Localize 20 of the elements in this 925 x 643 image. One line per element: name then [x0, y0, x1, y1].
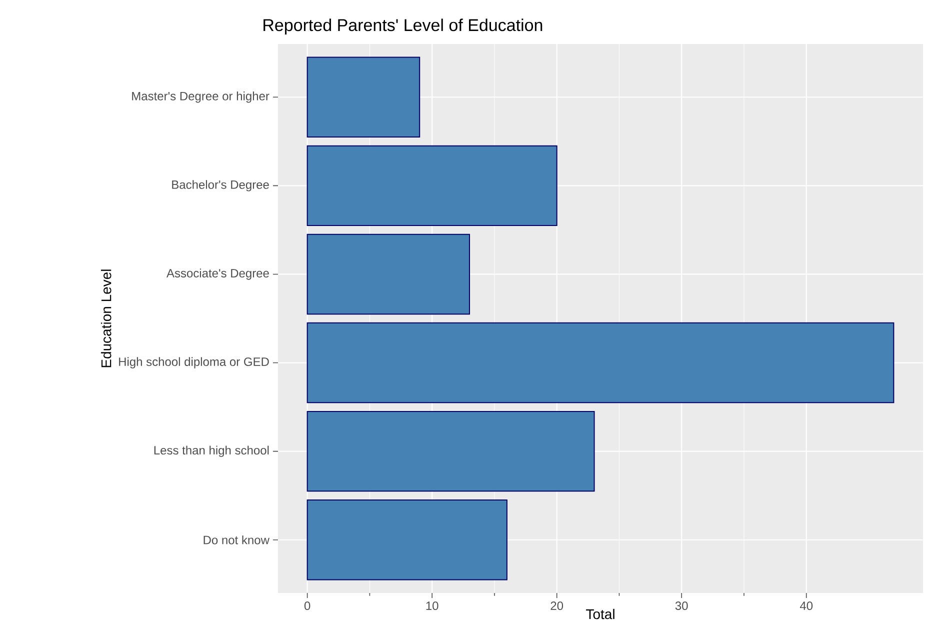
bar — [306, 145, 558, 226]
x-tick-label: 10 — [426, 602, 438, 610]
x-axis-title: Total — [586, 608, 614, 620]
bar — [306, 500, 508, 580]
x-tick-label: 0 — [304, 602, 310, 610]
x-tick-label: 40 — [800, 602, 813, 610]
y-tick-label: High school diploma or GED — [119, 357, 269, 368]
y-tick-label: Do not know — [204, 535, 270, 544]
y-tick-label: Bachelor's Degree — [172, 180, 269, 192]
y-axis-title: Education Level — [100, 270, 112, 368]
x-tick-label: 20 — [550, 602, 564, 610]
bar — [306, 410, 595, 492]
y-tick-label: Master's Degree or higher — [132, 92, 270, 103]
x-tick-label: 30 — [675, 602, 688, 610]
bar — [306, 56, 420, 138]
chart-title: Reported Parents' Level of Education — [264, 18, 542, 35]
y-tick-label: Associate's Degree — [166, 268, 269, 280]
bar — [306, 234, 470, 315]
y-tick-label: Less than high school — [154, 446, 269, 457]
bar — [306, 322, 894, 404]
